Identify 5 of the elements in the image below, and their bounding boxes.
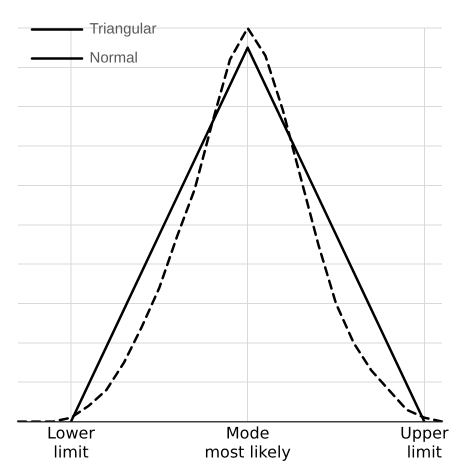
legend-label: Triangular xyxy=(90,20,156,38)
x-tick-label: Lower limit xyxy=(47,423,96,462)
legend-label: Normal xyxy=(90,50,138,67)
x-tick-label: Mode most likely xyxy=(204,423,291,462)
x-tick-label: Upper limit xyxy=(400,423,449,462)
